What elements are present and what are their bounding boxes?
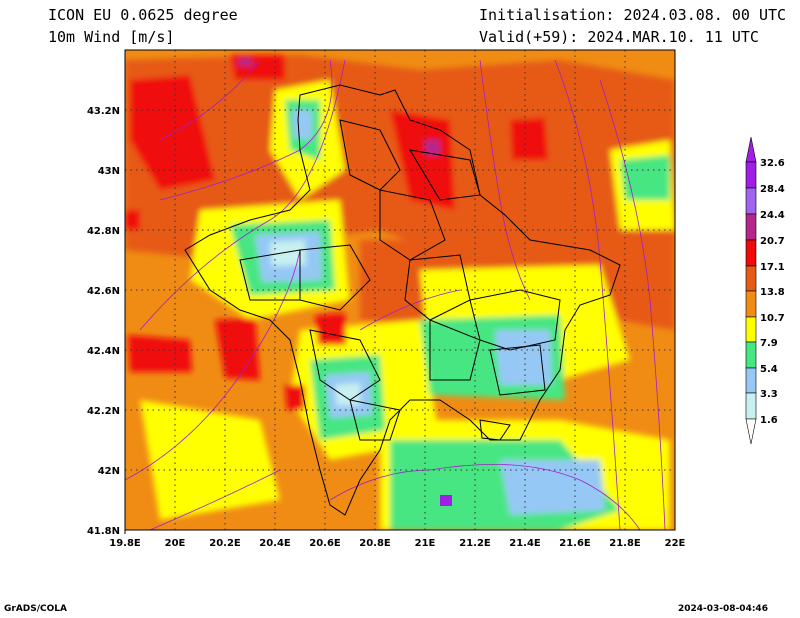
- lon-label: 21.6E: [559, 538, 591, 549]
- lon-label: 19.8E: [109, 538, 141, 549]
- init-time: Initialisation: 2024.03.08. 00 UTC: [479, 6, 787, 24]
- color-legend: 32.6 28.4 24.4 20.7 17.1 13.8 10.7 7.9 5…: [745, 136, 785, 445]
- lat-label: 42.6N: [87, 286, 120, 297]
- title-line-1: ICON EU 0.0625 degree: [48, 6, 238, 24]
- lat-lon-grid: [125, 50, 675, 530]
- footer-right: 2024-03-08-04:46: [678, 604, 768, 614]
- lat-label: 42.4N: [87, 346, 120, 357]
- legend-label: 10.7: [760, 313, 785, 324]
- lon-label: 22E: [665, 538, 686, 549]
- lon-label: 21.8E: [609, 538, 641, 549]
- legend-swatch: [745, 290, 757, 318]
- admin-borders: [184, 84, 621, 516]
- lat-label: 43N: [98, 166, 120, 177]
- legend-swatch: [745, 341, 757, 369]
- legend-label: 28.4: [760, 184, 785, 195]
- legend-label: 5.4: [760, 364, 778, 375]
- lon-label: 21E: [415, 538, 436, 549]
- lon-label: 21.2E: [459, 538, 491, 549]
- legend-swatch: [745, 392, 757, 420]
- legend-swatch: [745, 367, 757, 394]
- title-line-2: 10m Wind [m/s]: [48, 28, 175, 46]
- legend-label: 32.6: [760, 158, 785, 169]
- legend-max-arrow: [745, 136, 757, 163]
- legend-label: 24.4: [760, 210, 785, 221]
- legend-label: 17.1: [760, 262, 785, 273]
- lon-label: 21.4E: [509, 538, 541, 549]
- lat-axis: 43.2N 43N 42.8N 42.6N 42.4N 42.2N 42N 41…: [87, 106, 120, 537]
- lat-label: 41.8N: [87, 526, 120, 537]
- lon-label: 20.8E: [359, 538, 391, 549]
- legend-swatch: [745, 265, 757, 292]
- lon-label: 20.6E: [309, 538, 341, 549]
- wind-field: [125, 50, 675, 530]
- lat-label: 42.8N: [87, 226, 120, 237]
- legend-label: 20.7: [760, 236, 785, 247]
- lat-label: 42.2N: [87, 406, 120, 417]
- lon-axis: 19.8E 20E 20.2E 20.4E 20.6E 20.8E 21E 21…: [109, 530, 686, 549]
- lon-label: 20.2E: [209, 538, 241, 549]
- legend-swatch: [745, 187, 757, 215]
- lon-label: 20.4E: [259, 538, 291, 549]
- legend-label: 3.3: [760, 389, 778, 400]
- legend-swatch: [745, 239, 757, 267]
- legend-labels: 32.6 28.4 24.4 20.7 17.1 13.8 10.7 7.9 5…: [760, 158, 785, 426]
- legend-min-arrow: [745, 418, 757, 445]
- legend-swatch: [745, 213, 757, 241]
- lat-label: 43.2N: [87, 106, 120, 117]
- legend-swatch: [745, 161, 757, 189]
- lat-label: 42N: [98, 466, 120, 477]
- valid-time: Valid(+59): 2024.MAR.10. 11 UTC: [479, 28, 759, 46]
- legend-label: 13.8: [760, 287, 785, 298]
- map-frame: [124, 49, 676, 531]
- legend-swatch: [745, 316, 757, 343]
- legend-label: 1.6: [760, 415, 778, 426]
- lon-label: 20E: [165, 538, 186, 549]
- legend-label: 7.9: [760, 338, 778, 349]
- footer-left: GrADS/COLA: [4, 604, 67, 614]
